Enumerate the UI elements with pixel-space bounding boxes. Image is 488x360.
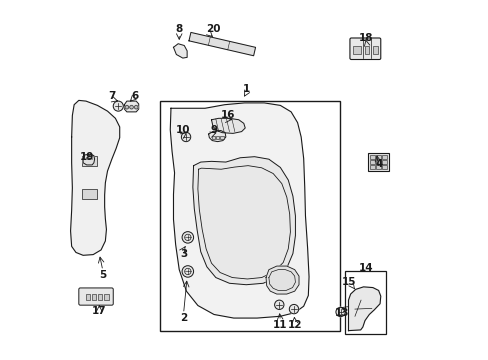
FancyBboxPatch shape — [349, 38, 380, 59]
Text: 19: 19 — [80, 152, 94, 162]
Text: 2: 2 — [180, 313, 187, 323]
Bar — [367, 153, 388, 171]
Bar — [82, 156, 97, 166]
Bar — [382, 155, 386, 159]
Text: 15: 15 — [341, 277, 356, 287]
Circle shape — [125, 105, 128, 109]
Polygon shape — [208, 131, 225, 141]
Bar — [372, 45, 377, 54]
Polygon shape — [70, 100, 120, 255]
Text: 18: 18 — [359, 33, 373, 43]
Bar — [364, 45, 368, 54]
Circle shape — [134, 105, 138, 109]
Bar — [220, 135, 223, 139]
Polygon shape — [83, 154, 94, 165]
Bar — [92, 294, 96, 300]
Text: 4: 4 — [374, 159, 382, 169]
Text: 3: 3 — [180, 248, 187, 258]
Circle shape — [181, 132, 190, 141]
Bar — [375, 160, 380, 164]
Circle shape — [182, 266, 193, 277]
Bar — [369, 165, 374, 169]
Bar — [375, 165, 380, 169]
Text: 13: 13 — [334, 308, 348, 318]
Text: 6: 6 — [131, 91, 139, 101]
Circle shape — [274, 300, 284, 310]
Bar — [98, 294, 102, 300]
Bar — [104, 294, 108, 300]
Bar — [369, 155, 374, 159]
Polygon shape — [211, 118, 244, 134]
Polygon shape — [265, 266, 298, 294]
Bar — [375, 155, 380, 159]
Text: 1: 1 — [242, 84, 249, 94]
Text: 14: 14 — [358, 263, 372, 273]
Text: 8: 8 — [175, 24, 183, 35]
Bar — [382, 160, 386, 164]
Circle shape — [335, 307, 345, 317]
Bar — [215, 135, 219, 139]
Bar — [369, 160, 374, 164]
Bar — [211, 135, 215, 139]
Circle shape — [289, 305, 298, 314]
Text: 5: 5 — [99, 270, 106, 280]
Polygon shape — [173, 44, 187, 58]
Text: 9: 9 — [210, 125, 217, 135]
Polygon shape — [188, 32, 255, 56]
Circle shape — [182, 231, 193, 243]
Bar — [352, 45, 360, 54]
Polygon shape — [170, 103, 308, 318]
Text: 10: 10 — [175, 125, 190, 135]
Bar — [344, 271, 386, 334]
Circle shape — [113, 101, 123, 111]
FancyBboxPatch shape — [79, 288, 113, 305]
Text: 12: 12 — [287, 320, 301, 330]
Polygon shape — [124, 101, 139, 112]
Text: 20: 20 — [205, 24, 220, 35]
Text: 11: 11 — [273, 320, 287, 330]
Polygon shape — [348, 287, 380, 330]
Text: 16: 16 — [221, 111, 235, 121]
Circle shape — [129, 105, 133, 109]
Bar — [82, 189, 97, 199]
Polygon shape — [192, 157, 295, 285]
Text: 17: 17 — [92, 306, 106, 316]
Bar — [86, 294, 90, 300]
Text: 7: 7 — [108, 91, 115, 101]
Bar — [160, 101, 339, 330]
Bar — [382, 165, 386, 169]
